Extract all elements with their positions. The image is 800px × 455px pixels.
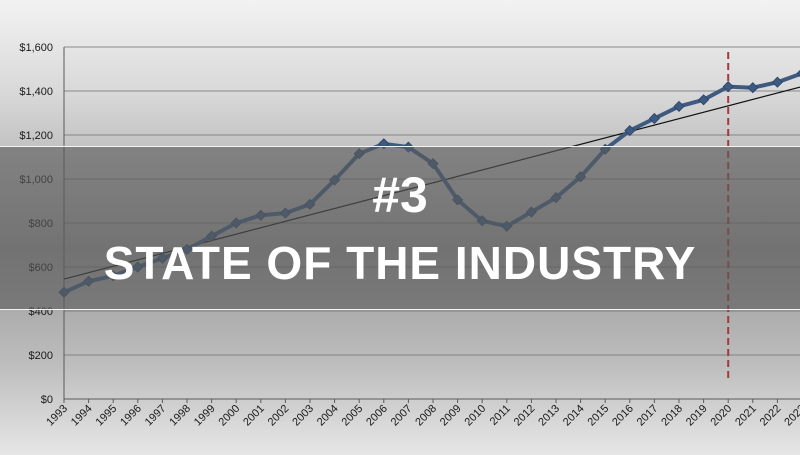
x-tick-label: 2010 xyxy=(463,403,489,429)
data-point xyxy=(624,125,636,137)
x-tick-label: 2019 xyxy=(684,403,710,429)
x-tick-label: 1999 xyxy=(192,403,218,429)
y-tick-label: $1,600 xyxy=(19,42,53,54)
data-point xyxy=(698,94,710,106)
data-point xyxy=(722,81,734,93)
x-tick-label: 2011 xyxy=(488,403,513,428)
x-tick-label: 2000 xyxy=(217,403,243,429)
data-point xyxy=(771,76,783,88)
x-tick-label: 2002 xyxy=(266,403,292,429)
data-point xyxy=(747,82,759,94)
x-tick-label: 2007 xyxy=(389,403,415,429)
x-tick-label: 2008 xyxy=(413,403,439,429)
x-tick-label: 2020 xyxy=(709,403,735,429)
x-tick-label: 2018 xyxy=(659,403,685,429)
x-tick-label: 1995 xyxy=(94,403,120,429)
x-tick-label: 2015 xyxy=(586,403,612,429)
x-tick-label: 2016 xyxy=(610,403,636,429)
x-tick-label: 2023 xyxy=(782,403,800,429)
x-tick-label: 1994 xyxy=(69,403,95,429)
x-tick-label: 1997 xyxy=(143,403,169,429)
x-tick-label: 2009 xyxy=(438,403,464,429)
axes xyxy=(63,47,800,403)
x-tick-label: 2014 xyxy=(561,403,587,429)
x-tick-label: 1998 xyxy=(167,403,193,429)
x-tick-label: 2001 xyxy=(241,403,267,429)
data-point xyxy=(796,69,800,77)
y-tick-label: $1,200 xyxy=(19,130,53,142)
section-number: #3 xyxy=(372,167,428,223)
x-tick-label: 2003 xyxy=(290,403,316,429)
x-tick-label: 2013 xyxy=(536,403,562,429)
x-tick-label: 1993 xyxy=(44,403,70,429)
x-axis-tick-labels: 1993199419951996199719981999200020012002… xyxy=(44,403,800,429)
x-tick-label: 2005 xyxy=(340,403,366,429)
x-tick-label: 2022 xyxy=(758,403,784,429)
title-banner: #3 STATE OF THE INDUSTRY xyxy=(0,146,800,310)
x-tick-label: 2006 xyxy=(364,403,390,429)
y-tick-label: $1,400 xyxy=(19,86,53,98)
x-tick-label: 1996 xyxy=(118,403,144,429)
x-tick-label: 2012 xyxy=(512,403,538,429)
y-tick-label: $200 xyxy=(29,350,53,362)
x-tick-label: 2021 xyxy=(733,403,759,429)
x-tick-label: 2017 xyxy=(635,403,661,429)
data-point xyxy=(673,100,685,112)
y-tick-label: $0 xyxy=(41,394,53,406)
x-tick-label: 2004 xyxy=(315,403,341,429)
section-title: STATE OF THE INDUSTRY xyxy=(103,237,697,289)
data-point xyxy=(648,112,660,125)
